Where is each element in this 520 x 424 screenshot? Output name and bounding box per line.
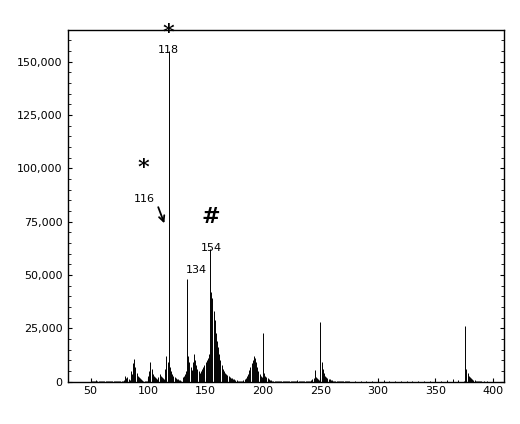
- Text: 134: 134: [186, 265, 207, 275]
- Text: #: #: [202, 206, 220, 228]
- Text: 116: 116: [134, 194, 155, 204]
- Text: *: *: [138, 157, 149, 179]
- Text: *: *: [163, 22, 175, 44]
- Text: 154: 154: [201, 243, 222, 253]
- Text: 118: 118: [158, 45, 179, 55]
